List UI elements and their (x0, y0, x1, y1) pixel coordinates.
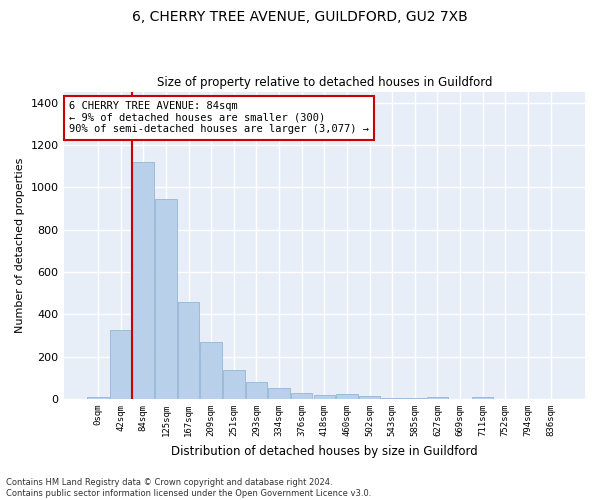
Bar (314, 395, 335, 399)
Bar (472, 397, 493, 399)
Bar (200, 342, 222, 399)
Bar (359, 396, 380, 399)
Bar (245, 382, 267, 399)
Bar (291, 392, 313, 399)
Text: 6, CHERRY TREE AVENUE, GUILDFORD, GU2 7XB: 6, CHERRY TREE AVENUE, GUILDFORD, GU2 7X… (132, 10, 468, 24)
Bar (178, 302, 199, 399)
Bar (87, 397, 109, 399)
Bar (110, 330, 131, 399)
Text: 6 CHERRY TREE AVENUE: 84sqm
← 9% of detached houses are smaller (300)
90% of sem: 6 CHERRY TREE AVENUE: 84sqm ← 9% of deta… (69, 102, 369, 134)
X-axis label: Distribution of detached houses by size in Guildford: Distribution of detached houses by size … (171, 444, 478, 458)
Bar (223, 370, 245, 399)
Bar (382, 398, 403, 399)
Bar (155, 199, 176, 399)
Bar (268, 388, 290, 399)
Bar (133, 162, 154, 399)
Bar (427, 397, 448, 399)
Bar (404, 398, 425, 399)
Text: Contains HM Land Registry data © Crown copyright and database right 2024.
Contai: Contains HM Land Registry data © Crown c… (6, 478, 371, 498)
Y-axis label: Number of detached properties: Number of detached properties (15, 158, 25, 333)
Bar (336, 394, 358, 399)
Title: Size of property relative to detached houses in Guildford: Size of property relative to detached ho… (157, 76, 492, 90)
